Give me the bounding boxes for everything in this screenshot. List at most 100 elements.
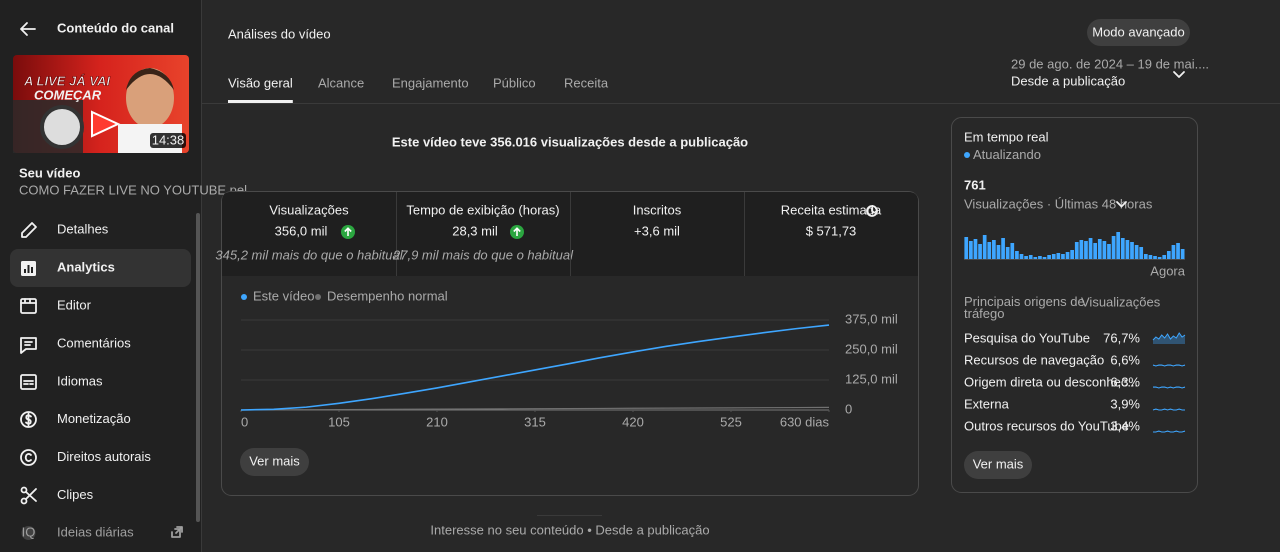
realtime-bar — [1056, 253, 1061, 259]
page-title: Análises do vídeo — [228, 26, 331, 41]
traffic-source: Origem direta ou desconhec... — [964, 374, 1138, 389]
realtime-bar — [1157, 257, 1162, 259]
sparkline — [1152, 364, 1186, 367]
icon-analytics — [21, 261, 36, 276]
nav-item[interactable]: Monetização — [57, 411, 131, 426]
realtime-bar — [987, 242, 992, 259]
traffic-source: Outros recursos do YouTube — [964, 418, 1129, 433]
realtime-bar — [1033, 257, 1038, 259]
traffic-value-header: Visualizações — [1081, 294, 1161, 309]
see-more-button[interactable] — [964, 451, 1032, 479]
realtime-bar — [1162, 255, 1167, 259]
thumbnail-logo — [40, 105, 84, 149]
realtime-bar — [1065, 252, 1070, 259]
sparkline — [1153, 386, 1186, 389]
svg-text:IQ: IQ — [22, 524, 36, 539]
tab[interactable]: Receita — [564, 75, 609, 90]
thumbnail-person — [126, 68, 174, 128]
sparkline — [1153, 430, 1186, 433]
advanced-mode-button[interactable] — [1087, 19, 1190, 46]
realtime-bar — [1111, 236, 1116, 259]
metric-value: +3,6 mil — [634, 223, 680, 238]
realtime-bar — [1084, 241, 1088, 259]
icon-comments — [20, 337, 37, 354]
sparkline — [1152, 408, 1185, 411]
y-tick-label: 250,0 mil — [845, 341, 898, 356]
nav-item[interactable]: Idiomas — [57, 373, 103, 388]
realtime-bar — [996, 245, 1001, 259]
traffic-value: 76,7% — [1103, 330, 1140, 345]
realtime-bar — [1102, 241, 1107, 259]
legend-label[interactable]: Desempenho normal — [327, 288, 448, 303]
x-tick-label: 315 — [524, 414, 546, 429]
advanced-mode-label: Modo avançado — [1092, 24, 1185, 39]
nav-item[interactable]: Detalhes — [57, 221, 109, 236]
icon-details — [21, 222, 37, 238]
realtime-bar — [1079, 240, 1084, 259]
realtime-bar — [1134, 245, 1139, 259]
traffic-source: Recursos de navegação — [964, 352, 1104, 367]
thumbnail[interactable]: A LIVE JÁ VAI COMEÇAR 14:38 — [13, 55, 189, 153]
realtime-bar — [992, 240, 996, 259]
thumbnail-hair — [126, 68, 174, 90]
nav-item[interactable]: Direitos autorais — [57, 449, 151, 464]
legend-dot — [241, 294, 247, 300]
tab[interactable]: Engajamento — [392, 75, 469, 90]
x-tick-label: 210 — [426, 414, 448, 429]
realtime-bar — [1015, 251, 1019, 259]
scrollbar[interactable] — [196, 213, 200, 522]
tab[interactable]: Alcance — [318, 75, 364, 90]
external-link-icon[interactable] — [171, 526, 183, 538]
realtime-bar — [1130, 242, 1134, 259]
realtime-bar — [1028, 255, 1033, 259]
realtime-bar — [1088, 238, 1093, 259]
realtime-bar — [1019, 254, 1024, 259]
realtime-bar — [1180, 249, 1185, 259]
metric-note: 345,2 mil mais do que o habitual — [215, 247, 403, 262]
x-tick-label: 525 — [720, 414, 742, 429]
legend-label[interactable]: Este vídeo — [253, 288, 314, 303]
back-icon[interactable] — [20, 22, 36, 36]
metric-value: 356,0 mil — [275, 223, 328, 238]
realtime-bar — [1097, 239, 1102, 259]
nav-item[interactable]: Editor — [57, 297, 92, 312]
realtime-bar — [1166, 251, 1171, 259]
realtime-bar — [1171, 245, 1176, 259]
nav-item[interactable]: Ideias diárias — [57, 524, 134, 539]
realtime-title: Em tempo real — [964, 129, 1049, 144]
bars-end-label: Agora — [1150, 263, 1185, 278]
realtime-bar — [1093, 243, 1098, 259]
realtime-bar — [1024, 256, 1028, 259]
realtime-dropdown[interactable] — [1116, 201, 1127, 208]
period-dropdown[interactable] — [1173, 71, 1185, 78]
realtime-bar — [1176, 243, 1180, 259]
nav-item[interactable]: Comentários — [57, 335, 131, 350]
realtime-bar — [1116, 232, 1121, 259]
video-label: Seu vídeo — [19, 165, 80, 180]
realtime-bar — [982, 235, 987, 259]
see-more-button[interactable] — [240, 448, 309, 476]
nav-item[interactable]: Clipes — [57, 487, 94, 502]
x-tick-label: 0 — [241, 414, 248, 429]
realtime-bar — [1143, 254, 1148, 259]
realtime-bar — [1148, 255, 1153, 259]
y-tick-label: 375,0 mil — [845, 311, 898, 326]
realtime-card — [951, 117, 1198, 493]
x-tick-label: 420 — [622, 414, 644, 429]
icon-clips — [20, 486, 37, 505]
status-dot — [964, 152, 970, 158]
realtime-bar — [1125, 240, 1130, 259]
icon-ideas: IQ — [21, 524, 36, 540]
realtime-bar — [1005, 247, 1010, 259]
tab[interactable]: Visão geral — [228, 75, 293, 90]
realtime-subtitle: Visualizações · Últimas 48 horas — [964, 196, 1153, 211]
headline: Este vídeo teve 356.016 visualizações de… — [392, 134, 748, 149]
nav-item[interactable]: Analytics — [57, 259, 115, 274]
realtime-bar — [1153, 256, 1157, 259]
revenue-info-icon[interactable] — [866, 205, 878, 217]
thumbnail-text: A LIVE JÁ VAI — [23, 73, 110, 88]
legend-dot — [315, 294, 321, 300]
tab[interactable]: Público — [493, 75, 536, 90]
realtime-status: Atualizando — [973, 147, 1041, 162]
traffic-source: Externa — [964, 396, 1010, 411]
